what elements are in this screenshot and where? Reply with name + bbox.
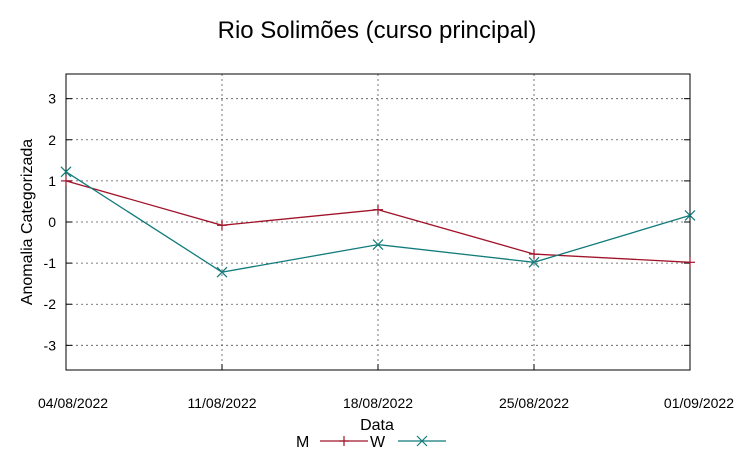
data-point <box>529 249 539 260</box>
legend-label: M <box>296 434 309 451</box>
x-axis-label: Data <box>360 417 394 434</box>
data-point <box>372 239 384 251</box>
x-tick-label: 01/09/2022 <box>664 395 734 411</box>
legend-item-m: M <box>296 434 368 451</box>
chart-title: Rio Solimões (curso principal) <box>218 17 537 44</box>
data-point <box>61 175 71 186</box>
y-tick-label: -2 <box>44 296 57 312</box>
series-m <box>61 175 695 268</box>
x-tick-label: 11/08/2022 <box>187 395 256 411</box>
data-point <box>216 266 228 278</box>
x-axis: 04/08/2022 11/08/2022 18/08/2022 25/08/2022… <box>38 364 734 411</box>
series-w <box>60 166 696 278</box>
x-tick-label: 25/08/2022 <box>499 395 569 411</box>
y-tick-label: 3 <box>48 91 56 107</box>
legend-label: W <box>370 434 386 451</box>
data-point <box>528 256 540 268</box>
data-point <box>684 209 696 221</box>
data-point <box>685 257 695 268</box>
data-point <box>217 220 227 231</box>
data-point <box>373 204 383 215</box>
x-tick-label: 04/08/2022 <box>38 395 108 411</box>
y-axis-label: Anomalia Categorizada <box>19 139 36 305</box>
grid-layer <box>65 74 691 370</box>
legend-marker <box>339 436 349 446</box>
legend-marker <box>416 435 428 447</box>
legend-item-w: W <box>370 434 446 451</box>
y-tick-label: -3 <box>44 337 57 353</box>
y-tick-label: -1 <box>44 255 57 271</box>
series-layer <box>60 166 696 278</box>
y-tick-label: 1 <box>48 173 56 189</box>
y-tick-label: 0 <box>48 214 56 230</box>
x-tick-label: 18/08/2022 <box>343 395 413 411</box>
data-point <box>60 166 72 178</box>
y-tick-label: 2 <box>48 132 56 148</box>
